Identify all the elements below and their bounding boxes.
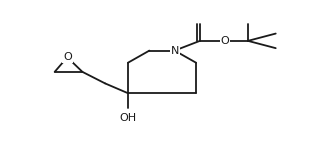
Text: OH: OH: [119, 112, 137, 122]
Text: N: N: [170, 46, 179, 56]
Text: O: O: [63, 52, 72, 62]
Text: O: O: [221, 36, 230, 46]
